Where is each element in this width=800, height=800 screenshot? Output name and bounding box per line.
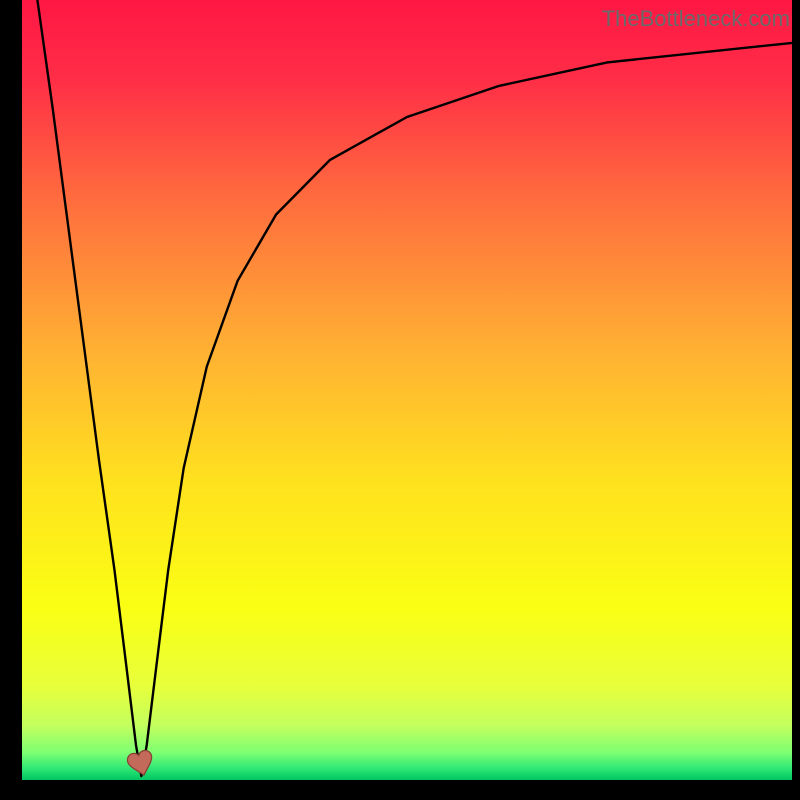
chart-frame: TheBottleneck.com: [0, 0, 800, 800]
plot-area: [22, 0, 792, 780]
bottleneck-curve: [22, 0, 792, 780]
watermark-text: TheBottleneck.com: [602, 6, 790, 32]
